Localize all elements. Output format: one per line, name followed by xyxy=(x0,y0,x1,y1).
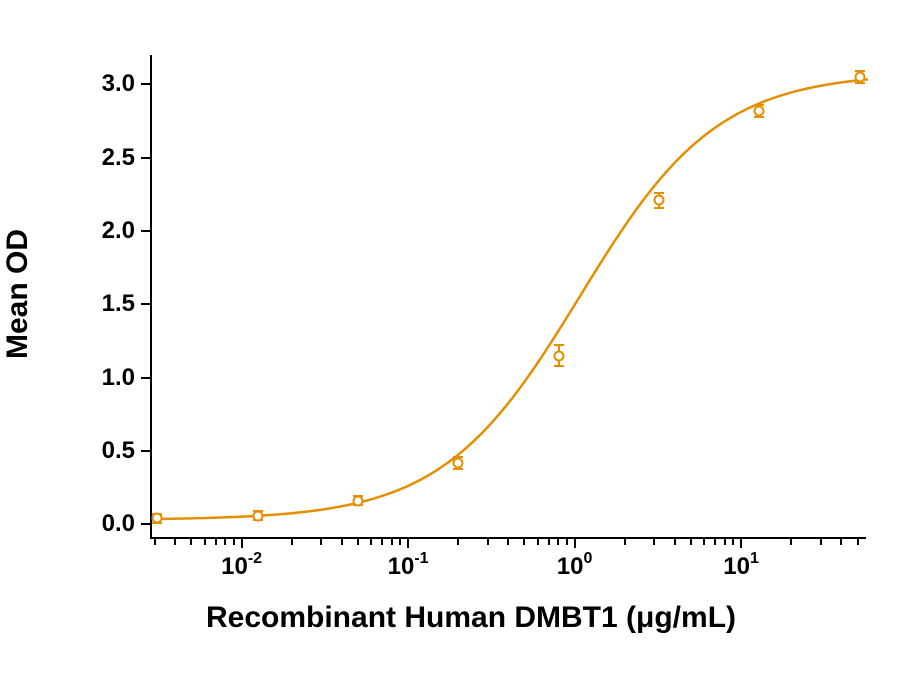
y-tick-label: 2.0 xyxy=(102,217,135,245)
x-minor-tick-mark xyxy=(548,539,550,545)
x-minor-tick-mark xyxy=(457,539,459,545)
x-minor-tick-mark xyxy=(357,539,359,545)
x-minor-tick-mark xyxy=(732,539,734,545)
x-minor-tick-mark xyxy=(174,539,176,545)
chart-container: Mean OD Recombinant Human DMBT1 (μg/mL) … xyxy=(0,0,907,673)
x-major-tick-mark xyxy=(407,539,409,548)
data-point xyxy=(151,513,162,524)
y-tick-mark xyxy=(141,230,150,232)
x-tick-label: 10-1 xyxy=(378,552,438,581)
y-tick-label: 0.0 xyxy=(102,510,135,538)
y-tick-label: 1.0 xyxy=(102,364,135,392)
x-minor-tick-mark xyxy=(507,539,509,545)
plot-area xyxy=(150,55,866,539)
x-minor-tick-mark xyxy=(391,539,393,545)
x-minor-tick-mark xyxy=(624,539,626,545)
x-major-tick-mark xyxy=(740,539,742,548)
y-tick-mark xyxy=(141,377,150,379)
y-tick-mark xyxy=(141,303,150,305)
x-tick-label: 101 xyxy=(711,552,771,581)
x-tick-label: 10-2 xyxy=(212,552,272,581)
y-tick-mark xyxy=(141,523,150,525)
error-cap-bot xyxy=(554,365,564,367)
x-minor-tick-mark xyxy=(399,539,401,545)
error-cap-top xyxy=(654,192,664,194)
x-minor-tick-mark xyxy=(790,539,792,545)
x-minor-tick-mark xyxy=(381,539,383,545)
data-point xyxy=(353,495,364,506)
x-major-tick-mark xyxy=(241,539,243,548)
data-point xyxy=(252,510,263,521)
y-tick-label: 1.5 xyxy=(102,290,135,318)
y-tick-label: 3.0 xyxy=(102,70,135,98)
y-axis-label: Mean OD xyxy=(1,194,35,394)
x-minor-tick-mark xyxy=(674,539,676,545)
x-minor-tick-mark xyxy=(154,539,156,545)
x-minor-tick-mark xyxy=(215,539,217,545)
x-minor-tick-mark xyxy=(690,539,692,545)
y-tick-mark xyxy=(141,450,150,452)
x-minor-tick-mark xyxy=(523,539,525,545)
data-point xyxy=(854,72,865,83)
error-cap-top xyxy=(554,344,564,346)
y-tick-label: 2.5 xyxy=(102,144,135,172)
x-minor-tick-mark xyxy=(566,539,568,545)
error-cap-bot xyxy=(654,207,664,209)
x-minor-tick-mark xyxy=(820,539,822,545)
y-tick-mark xyxy=(141,83,150,85)
x-tick-label: 100 xyxy=(545,552,605,581)
x-minor-tick-mark xyxy=(653,539,655,545)
x-minor-tick-mark xyxy=(370,539,372,545)
fit-curve xyxy=(152,55,868,539)
x-minor-tick-mark xyxy=(291,539,293,545)
data-point xyxy=(453,457,464,468)
data-point xyxy=(754,105,765,116)
data-point xyxy=(654,195,665,206)
x-minor-tick-mark xyxy=(703,539,705,545)
x-minor-tick-mark xyxy=(537,539,539,545)
y-tick-label: 0.5 xyxy=(102,437,135,465)
x-minor-tick-mark xyxy=(204,539,206,545)
x-minor-tick-mark xyxy=(714,539,716,545)
x-minor-tick-mark xyxy=(190,539,192,545)
x-minor-tick-mark xyxy=(840,539,842,545)
x-minor-tick-mark xyxy=(487,539,489,545)
x-minor-tick-mark xyxy=(724,539,726,545)
x-major-tick-mark xyxy=(574,539,576,548)
y-tick-mark xyxy=(141,157,150,159)
x-minor-tick-mark xyxy=(320,539,322,545)
x-minor-tick-mark xyxy=(224,539,226,545)
x-minor-tick-mark xyxy=(557,539,559,545)
x-minor-tick-mark xyxy=(233,539,235,545)
x-minor-tick-mark xyxy=(341,539,343,545)
x-minor-tick-mark xyxy=(857,539,859,545)
x-axis-label: Recombinant Human DMBT1 (μg/mL) xyxy=(35,601,907,635)
data-point xyxy=(553,350,564,361)
